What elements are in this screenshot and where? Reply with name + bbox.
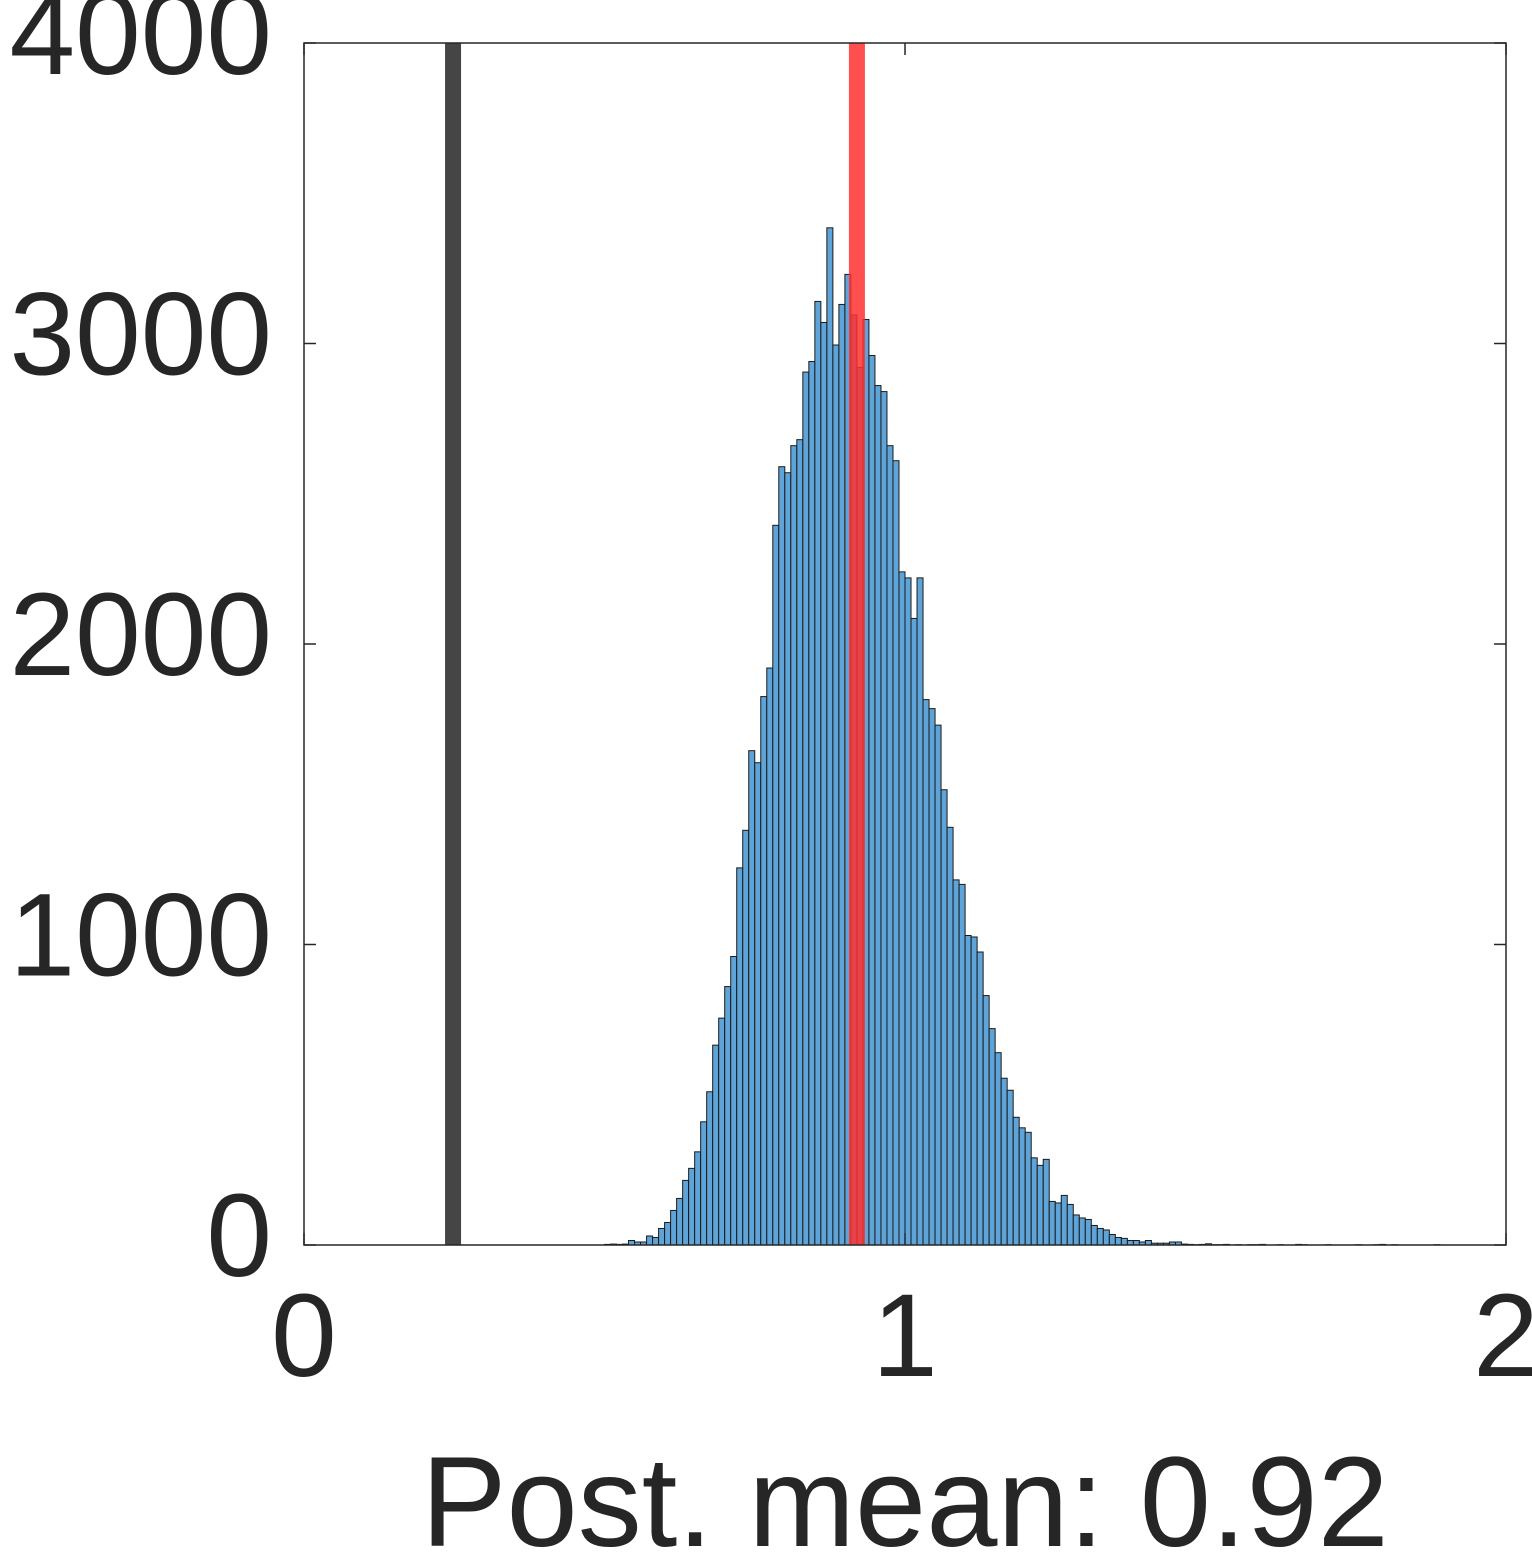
bar: [1024, 1131, 1032, 1246]
bar: [958, 883, 966, 1246]
bar: [934, 724, 942, 1246]
bar: [1084, 1218, 1092, 1246]
x-tick-label: 2: [1473, 1270, 1532, 1402]
bar: [694, 1151, 702, 1246]
bar: [904, 577, 912, 1246]
y-tick-label: 4000: [9, 0, 272, 100]
bar: [892, 460, 900, 1246]
bar: [688, 1167, 696, 1246]
bar: [658, 1227, 666, 1246]
bar: [1036, 1164, 1044, 1246]
bar: [832, 344, 840, 1246]
bar: [1018, 1127, 1026, 1246]
bar: [1060, 1194, 1068, 1246]
bar: [838, 303, 846, 1246]
bar: [820, 321, 828, 1246]
bar: [910, 617, 918, 1246]
bar: [1012, 1116, 1020, 1246]
bar: [874, 385, 882, 1246]
bar: [796, 439, 804, 1246]
bar: [922, 699, 930, 1246]
bar: [802, 371, 810, 1246]
bar: [724, 986, 732, 1246]
bar: [748, 750, 756, 1246]
bar: [1096, 1227, 1104, 1246]
bar: [1120, 1237, 1128, 1246]
bar: [940, 789, 948, 1246]
bar: [1066, 1203, 1074, 1246]
bar: [676, 1197, 684, 1246]
x-tick-label: 0: [271, 1270, 337, 1402]
bar: [760, 696, 768, 1246]
y-tick-label: 2000: [9, 569, 272, 701]
bar: [814, 300, 822, 1246]
y-tick-label: 1000: [9, 870, 272, 1002]
bar: [970, 936, 978, 1246]
bar: [982, 995, 990, 1246]
bar: [1042, 1158, 1050, 1246]
bar: [772, 524, 780, 1246]
bar: [1072, 1214, 1080, 1246]
bar: [946, 826, 954, 1246]
bar: [712, 1044, 720, 1246]
y-tick-label: 3000: [9, 269, 272, 401]
bar: [790, 445, 798, 1246]
bar: [706, 1091, 714, 1246]
bar: [682, 1179, 690, 1246]
bar: [670, 1209, 678, 1246]
y-tick-label: 0: [206, 1170, 272, 1302]
bar: [988, 1028, 996, 1246]
bar: [646, 1235, 654, 1246]
bar: [730, 956, 738, 1246]
bar: [736, 867, 744, 1246]
bar: [868, 355, 876, 1246]
bar: [664, 1221, 672, 1246]
bar: [1102, 1229, 1110, 1246]
bar: [928, 708, 936, 1246]
x-axis-label: Post. mean: 0.92: [421, 1431, 1389, 1556]
bar: [778, 466, 786, 1246]
bar: [1030, 1157, 1038, 1246]
bar: [952, 879, 960, 1246]
bar: [784, 472, 792, 1246]
bar: [718, 1017, 726, 1246]
bar: [1048, 1200, 1056, 1246]
bar: [766, 667, 774, 1246]
bar: [916, 577, 924, 1246]
bar: [1054, 1202, 1062, 1246]
bar: [1114, 1236, 1122, 1246]
bar: [1006, 1089, 1014, 1246]
bar: [826, 227, 834, 1246]
bar: [994, 1052, 1002, 1246]
bar: [976, 951, 984, 1246]
bar: [880, 391, 888, 1246]
bar: [886, 445, 894, 1246]
bar: [1078, 1217, 1086, 1246]
bar: [1000, 1077, 1008, 1246]
bar: [808, 361, 816, 1246]
bar: [964, 934, 972, 1246]
bar: [754, 762, 762, 1246]
bar: [652, 1236, 660, 1246]
x-tick-label: 1: [872, 1270, 938, 1402]
bar: [1090, 1224, 1098, 1246]
bar: [898, 571, 906, 1246]
bar: [1108, 1233, 1116, 1246]
bar: [742, 829, 750, 1246]
bar: [700, 1121, 708, 1246]
